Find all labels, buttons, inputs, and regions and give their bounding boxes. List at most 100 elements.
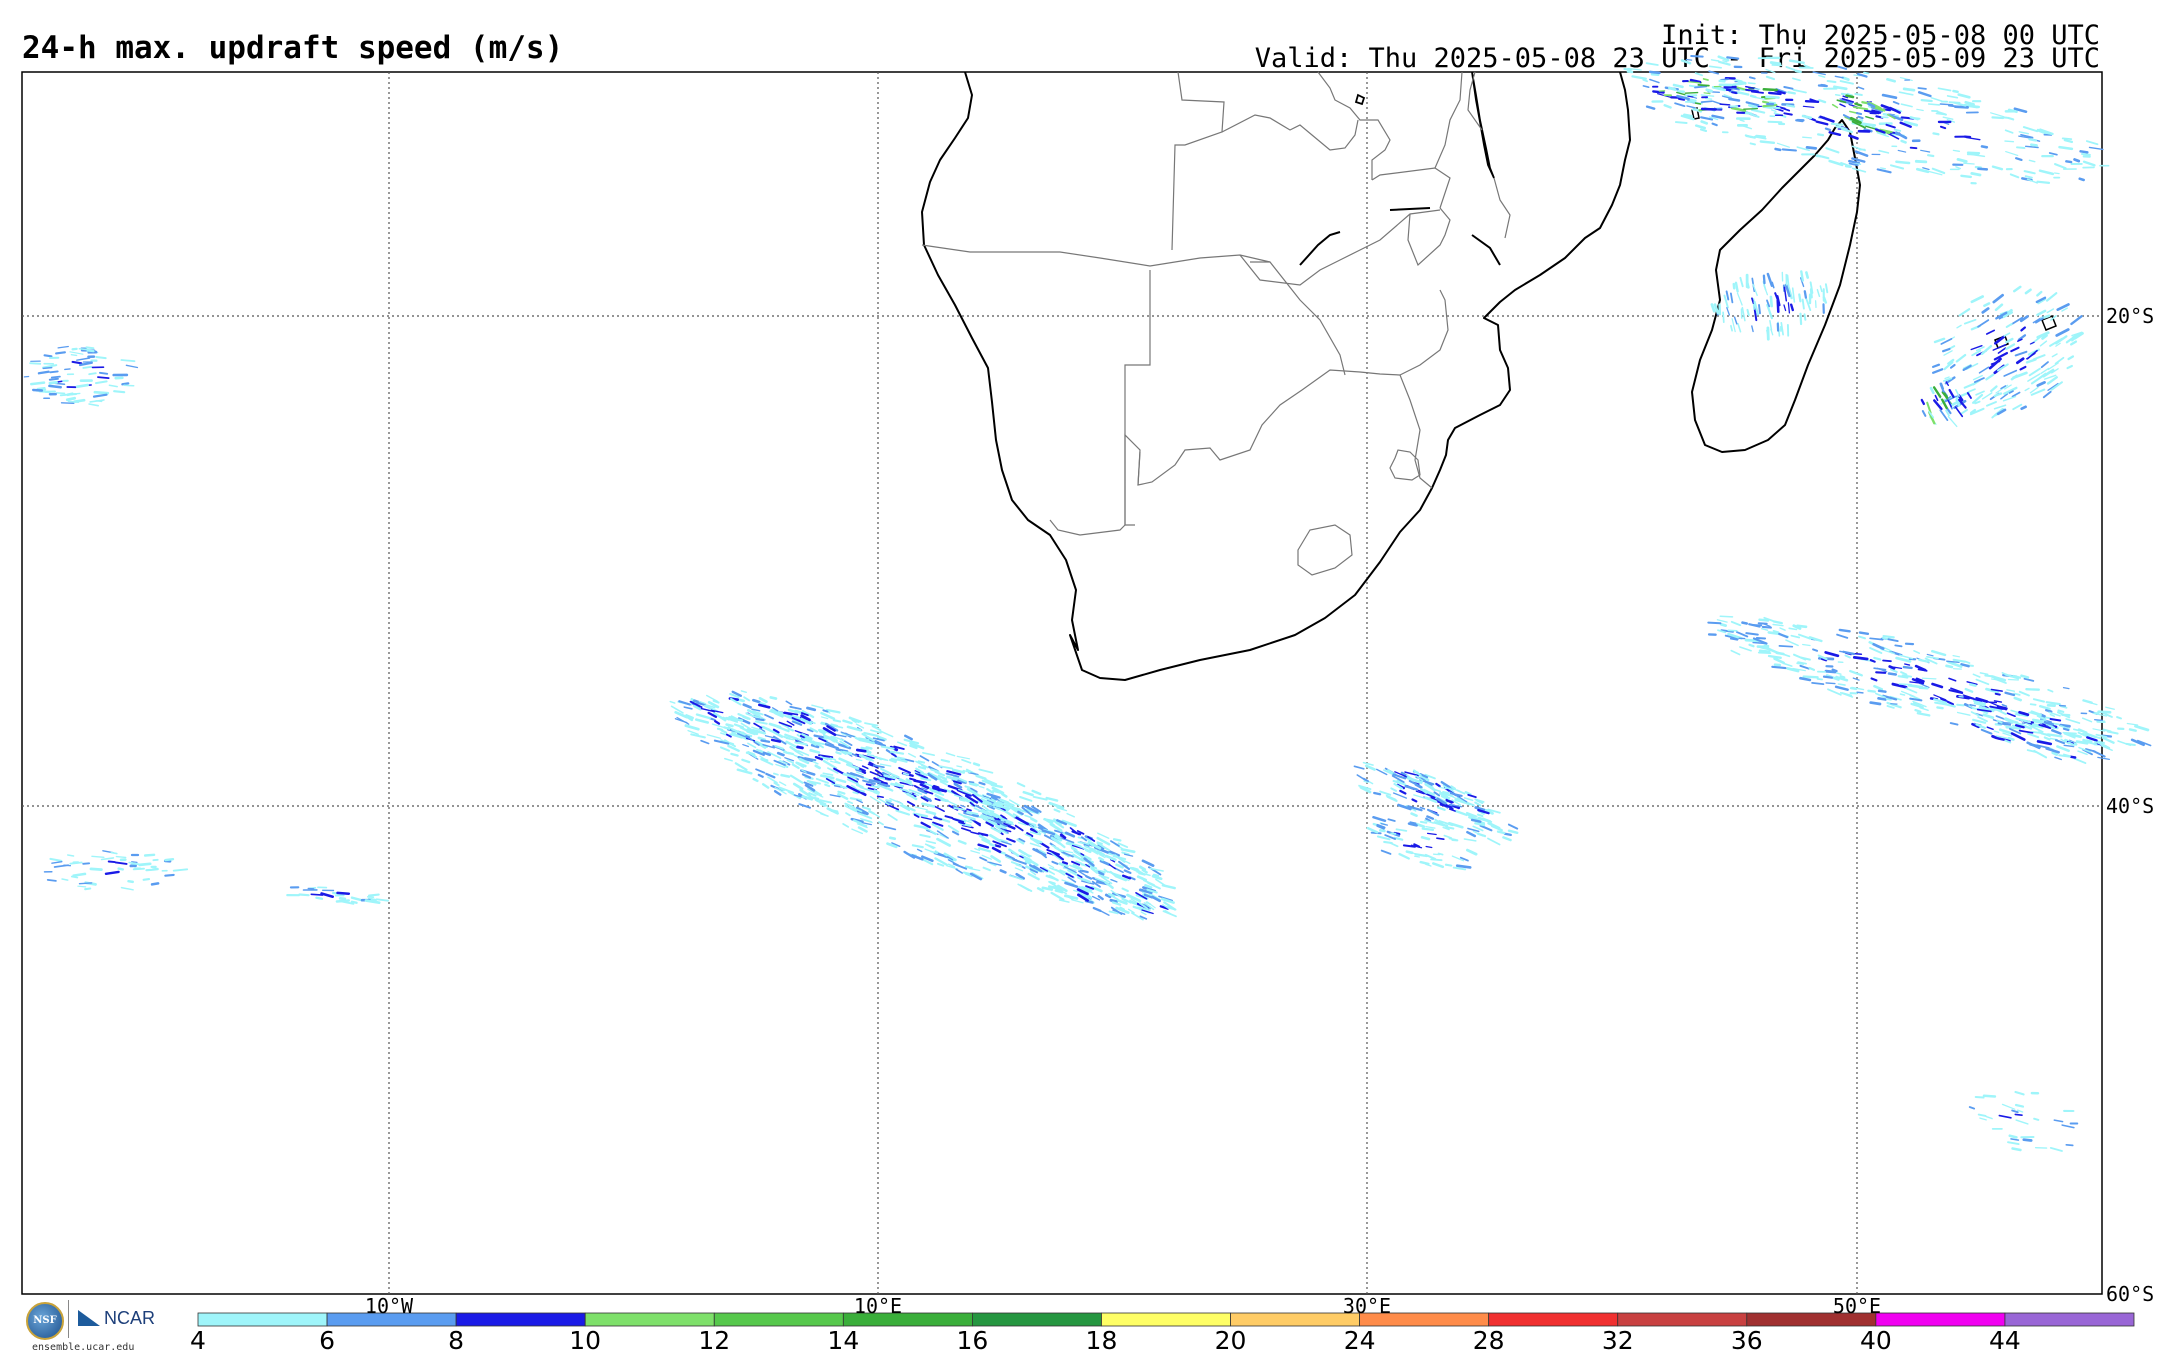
updraft-streak	[1422, 837, 1429, 839]
updraft-streak	[1819, 86, 1827, 87]
updraft-streak	[1111, 900, 1117, 901]
updraft-streak	[2024, 1140, 2031, 1141]
updraft-streak	[45, 355, 52, 356]
updraft-streak	[1067, 843, 1073, 844]
updraft-streak	[2130, 729, 2136, 730]
updraft-streak	[83, 367, 91, 368]
updraft-streak	[1940, 104, 1952, 105]
updraft-streak	[1415, 856, 1420, 857]
updraft-streak	[2095, 742, 2101, 743]
updraft-streak	[1911, 148, 1917, 149]
updraft-streak	[2015, 1114, 2022, 1115]
updraft-streak	[1800, 678, 1810, 680]
updraft-streak	[808, 708, 815, 710]
updraft-streak	[43, 368, 51, 369]
updraft-streak	[1806, 273, 1807, 278]
updraft-streak	[1647, 63, 1658, 65]
updraft-streak	[72, 877, 78, 878]
updraft-streak	[1941, 384, 1943, 389]
updraft-streak	[1860, 633, 1868, 634]
updraft-streak	[970, 784, 976, 786]
updraft-streak	[919, 761, 925, 762]
updraft-streak	[1748, 310, 1749, 315]
updraft-streak	[1720, 616, 1732, 617]
updraft-streak	[1841, 676, 1845, 677]
updraft-streak	[1776, 149, 1781, 150]
updraft-streak	[834, 720, 840, 721]
updraft-streak	[1871, 660, 1875, 662]
updraft-streak	[1883, 661, 1891, 662]
updraft-streak	[718, 729, 722, 730]
updraft-streak	[772, 740, 780, 742]
updraft-streak	[957, 766, 962, 767]
updraft-streak	[1759, 305, 1760, 313]
updraft-streak	[1826, 129, 1830, 130]
updraft-streak	[1826, 671, 1835, 672]
logo-separator	[68, 1300, 69, 1338]
colorbar-tick-label: 4	[190, 1326, 206, 1355]
updraft-streak	[1876, 672, 1885, 673]
updraft-streak	[2009, 738, 2014, 739]
updraft-streak	[91, 869, 102, 870]
updraft-streak	[1803, 137, 1812, 138]
colorbar-segment	[1489, 1313, 1618, 1326]
updraft-streak	[1761, 142, 1774, 143]
updraft-streak	[1774, 622, 1782, 624]
updraft-streak	[1902, 141, 1906, 143]
updraft-streak	[52, 377, 60, 378]
updraft-streak	[1731, 326, 1732, 331]
updraft-streak	[1676, 122, 1687, 123]
updraft-streak	[1993, 117, 2004, 118]
updraft-streak	[1505, 834, 1511, 835]
updraft-streak	[1955, 107, 1967, 108]
updraft-streak	[1796, 120, 1802, 121]
updraft-streak	[31, 383, 44, 385]
updraft-streak	[1404, 845, 1415, 846]
updraft-streak	[140, 864, 151, 865]
updraft-streak	[1719, 62, 1730, 65]
updraft-streak	[1840, 630, 1850, 631]
colorbar-segment	[1231, 1313, 1360, 1326]
updraft-streak	[1763, 627, 1771, 628]
updraft-streak	[2053, 753, 2057, 755]
updraft-streak	[30, 363, 40, 364]
updraft-streak	[1883, 638, 1887, 639]
updraft-streak	[2095, 720, 2103, 721]
colorbar-tick-label: 12	[698, 1326, 730, 1355]
updraft-streak	[86, 347, 93, 348]
updraft-streak	[1797, 663, 1803, 664]
updraft-streak	[2017, 147, 2025, 148]
updraft-streak	[1114, 839, 1120, 840]
updraft-streak	[49, 386, 60, 387]
updraft-streak	[1498, 832, 1504, 833]
colorbar-segment	[972, 1313, 1101, 1326]
updraft-streak	[861, 793, 865, 795]
updraft-streak	[1686, 60, 1691, 61]
updraft-streak	[870, 780, 880, 782]
updraft-streak	[1695, 86, 1706, 87]
updraft-streak	[50, 379, 58, 380]
updraft-streak	[1812, 683, 1823, 684]
updraft-streak	[1896, 162, 1909, 163]
updraft-streak	[2060, 147, 2072, 149]
updraft-streak	[165, 875, 173, 876]
updraft-streak	[1887, 699, 1891, 700]
updraft-streak	[1818, 134, 1823, 135]
updraft-streak	[1099, 858, 1103, 860]
updraft-streak	[2118, 741, 2131, 745]
updraft-streak	[1702, 101, 1713, 102]
updraft-streak	[1982, 146, 1987, 147]
updraft-streak	[2009, 680, 2019, 681]
updraft-streak	[1721, 79, 1728, 80]
updraft-streak	[1762, 646, 1768, 647]
updraft-streak	[836, 752, 840, 754]
updraft-streak	[1881, 168, 1886, 169]
updraft-streak	[1063, 862, 1067, 863]
updraft-streak	[1801, 314, 1802, 324]
updraft-streak	[974, 764, 979, 766]
lat-label-40s: 40°S	[2106, 794, 2154, 818]
updraft-streak	[857, 750, 865, 751]
updraft-streak	[2016, 1105, 2023, 1107]
updraft-streak	[1879, 691, 1885, 692]
